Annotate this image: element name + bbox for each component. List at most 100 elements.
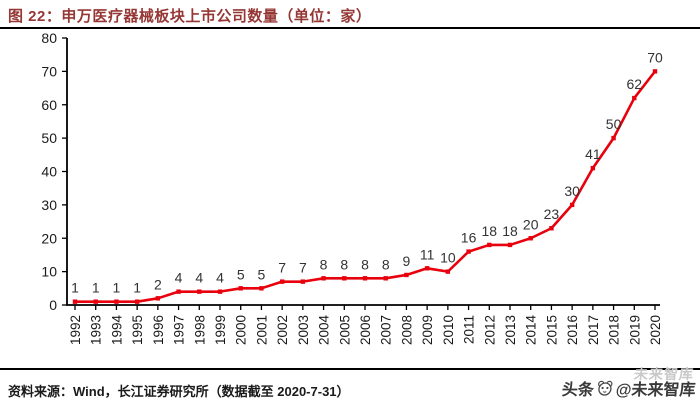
data-point-marker	[404, 272, 409, 278]
data-point-marker	[507, 242, 513, 248]
data-point-label: 50	[606, 116, 622, 132]
data-point-marker	[611, 135, 616, 141]
x-axis-labels: 1992 1993 1994 1995 1996 1997 1998 1999 2000 2001…	[68, 315, 663, 346]
line-chart: 0 10 20 30 40 50 60 70 80 1992 1993 1994 1995 1996 199…	[0, 30, 700, 366]
y-tick-label: 10	[41, 264, 57, 280]
data-point-label: 11	[420, 246, 435, 262]
footer-divider	[0, 368, 700, 370]
data-point-marker	[362, 276, 368, 281]
data-point-label: 10	[440, 250, 456, 266]
x-tick-label: 2000	[234, 315, 249, 345]
figure-title: 图 22：申万医疗器械板块上市公司数量（单位：家）	[8, 8, 372, 25]
x-tick-label: 1992	[68, 315, 83, 345]
source-note: 资料来源：Wind，长江证券研究所（数据截至 2020-7-31）	[8, 384, 350, 399]
x-tick-label: 2017	[586, 315, 601, 345]
y-tick-label: 20	[41, 230, 57, 246]
data-point-marker	[652, 69, 658, 74]
data-point-marker	[72, 299, 78, 304]
y-tick-label: 0	[49, 297, 57, 313]
data-point-label: 8	[361, 256, 369, 272]
watermark-main: 头条 @未来智库	[562, 376, 697, 400]
data-point-marker	[300, 279, 306, 284]
data-point-marker	[217, 289, 223, 294]
y-tick-label: 60	[41, 97, 57, 113]
data-point-label: 4	[175, 270, 183, 286]
x-tick-label: 2015	[544, 315, 559, 345]
x-tick-label: 2013	[503, 315, 518, 345]
x-tick-label: 2004	[317, 315, 332, 346]
data-point-label: 16	[461, 230, 477, 246]
y-tick-label: 40	[41, 164, 57, 180]
x-tick-label: 2001	[254, 315, 269, 345]
x-tick-label: 1993	[89, 315, 104, 345]
data-point-marker	[466, 249, 471, 254]
data-point-label: 7	[299, 260, 307, 276]
data-point-label: 2	[154, 276, 162, 292]
data-point-label: 1	[92, 280, 100, 296]
x-tick-label: 2003	[296, 315, 311, 345]
data-point-label: 30	[564, 183, 580, 199]
x-tick-label: 2006	[358, 315, 373, 345]
data-point-label: 4	[195, 270, 203, 286]
data-point-marker	[569, 202, 575, 208]
panda-face-icon	[596, 380, 615, 396]
x-tick-label: 2020	[648, 315, 663, 345]
x-tick-label: 2014	[524, 315, 539, 346]
data-point-marker	[383, 276, 388, 281]
x-tick-label: 2016	[565, 315, 580, 345]
data-point-label: 5	[258, 266, 266, 282]
y-tick-label: 70	[41, 63, 57, 79]
data-point-marker	[279, 279, 285, 284]
watermark: 未来智库 头条 @未来智库	[536, 366, 697, 408]
data-point-marker	[528, 236, 533, 241]
x-tick-label: 2007	[379, 315, 394, 345]
data-point-marker	[590, 165, 596, 171]
x-tick-label: 2008	[399, 315, 414, 345]
data-point-marker	[549, 226, 554, 231]
x-tick-label: 1998	[192, 315, 207, 345]
data-point-label: 1	[133, 280, 141, 296]
data-point-label: 1	[113, 280, 121, 296]
x-tick-label: 1995	[130, 315, 145, 345]
data-point-marker	[259, 286, 264, 291]
watermark-prefix: 头条	[561, 382, 595, 399]
data-point-marker	[342, 276, 347, 281]
data-point-label: 23	[544, 206, 560, 222]
data-point-label: 20	[523, 216, 539, 232]
x-tick-label: 2012	[482, 315, 497, 345]
x-tick-label: 2009	[420, 315, 435, 345]
data-point-label: 5	[237, 266, 245, 282]
data-point-marker	[632, 95, 637, 101]
x-tick-label: 1997	[172, 315, 187, 345]
title-divider	[0, 27, 700, 29]
data-point-label: 18	[502, 223, 518, 239]
data-point-label: 18	[481, 223, 497, 239]
x-tick-label: 1996	[151, 315, 166, 345]
y-tick-label: 80	[41, 30, 57, 46]
x-tick-label: 1994	[109, 315, 124, 346]
data-point-label: 8	[340, 256, 348, 272]
x-tick-label: 2019	[627, 315, 642, 345]
data-point-marker	[176, 289, 181, 294]
watermark-suffix: @未来智库	[615, 382, 697, 399]
data-point-marker	[487, 242, 492, 248]
y-axis-labels: 0 10 20 30 40 50 60 70 80	[41, 30, 57, 313]
axes	[62, 37, 660, 310]
data-point-label: 8	[382, 256, 390, 272]
data-point-marker	[445, 269, 451, 274]
data-point-marker	[93, 299, 98, 304]
data-point-marker	[321, 276, 326, 281]
x-tick-label: 2011	[462, 315, 477, 344]
data-point-marker	[238, 286, 243, 291]
data-point-label: 62	[626, 76, 642, 92]
data-point-marker	[197, 289, 202, 294]
x-tick-label: 2010	[441, 315, 456, 345]
x-tick-label: 2002	[275, 315, 290, 345]
data-point-marker	[424, 266, 430, 271]
chart-canvas: 0 10 20 30 40 50 60 70 80 1992 1993 1994 1995 1996 199…	[41, 30, 663, 346]
y-tick-label: 50	[41, 130, 57, 146]
data-point-marker	[114, 299, 119, 304]
data-point-marker	[134, 299, 140, 304]
